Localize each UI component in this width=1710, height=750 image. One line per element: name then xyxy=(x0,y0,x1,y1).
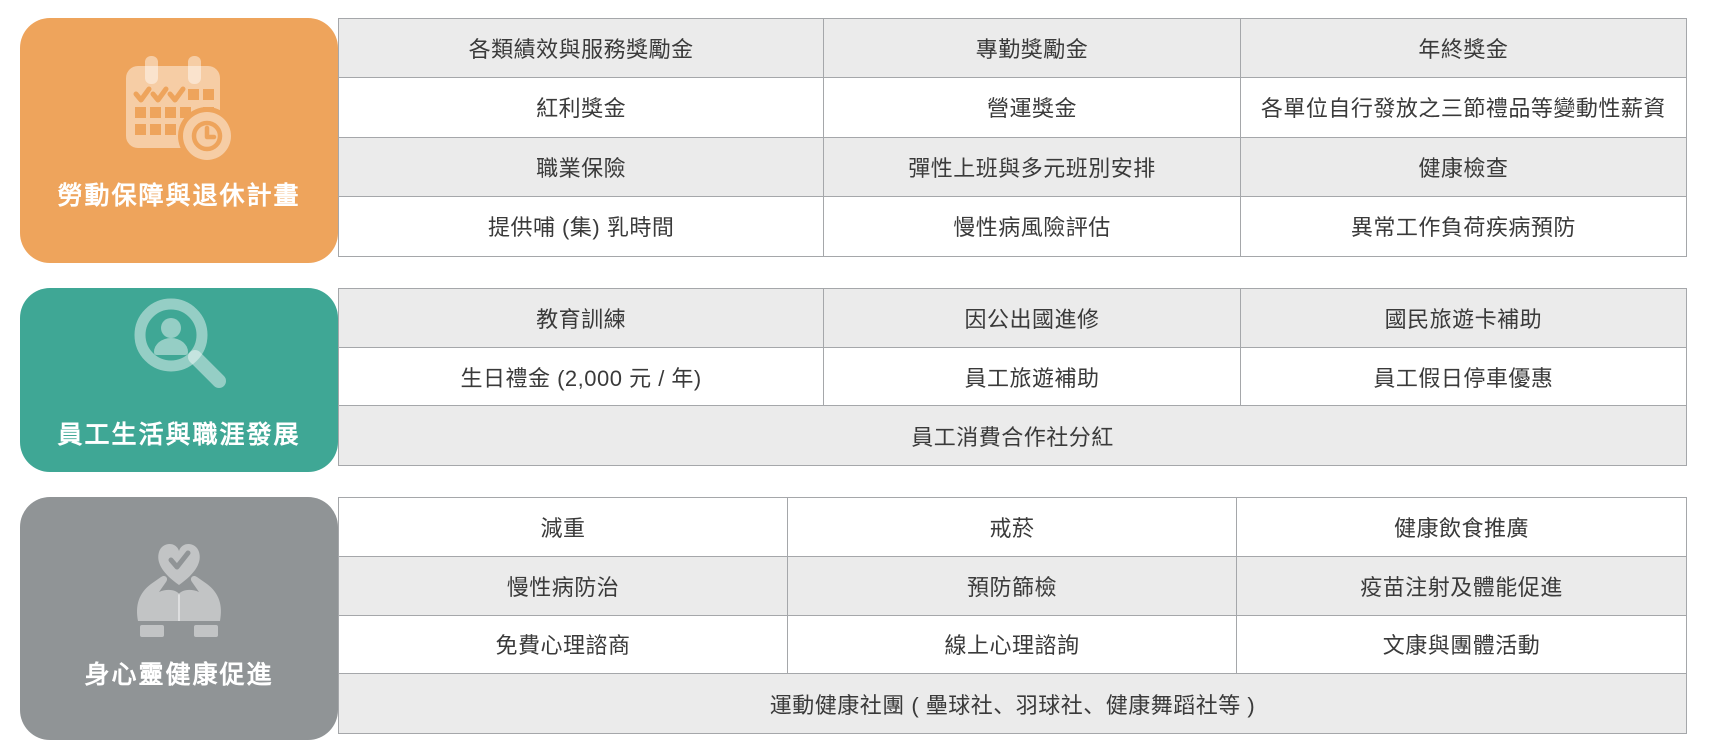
benefit-cell: 戒菸 xyxy=(788,498,1237,557)
benefit-row: 職業保險 彈性上班與多元班別安排 健康檢查 xyxy=(339,137,1686,197)
benefit-row: 免費心理諮商 線上心理諮詢 文康與團體活動 xyxy=(339,615,1686,675)
benefit-row: 減重 戒菸 健康飲食推廣 xyxy=(339,498,1686,557)
hands-heart-icon xyxy=(137,543,221,637)
benefit-cell: 紅利獎金 xyxy=(339,78,825,138)
benefit-cell: 預防篩檢 xyxy=(788,556,1237,616)
section-title: 勞動保障與退休計畫 xyxy=(57,181,301,210)
benefit-cell: 因公出國進修 xyxy=(824,289,1241,348)
benefit-row: 生日禮金 (2,000 元 / 年) 員工旅遊補助 員工假日停車優惠 xyxy=(339,347,1686,407)
benefit-cell: 員工旅遊補助 xyxy=(824,347,1241,407)
health-benefits-table: 減重 戒菸 健康飲食推廣 慢性病防治 預防篩檢 疫苗注射及體能促進 免費心理諮商 線上心理諮詢… xyxy=(338,497,1687,734)
benefit-cell: 各類績效與服務獎勵金 xyxy=(339,19,825,79)
benefit-row: 紅利獎金 營運獎金 各單位自行發放之三節禮品等變動性薪資 xyxy=(339,78,1686,138)
labor-benefits-table: 各類績效與服務獎勵金 專勤獎勵金 年終獎金 紅利獎金 營運獎金 各單位自行發放之三節禮品等… xyxy=(338,18,1687,257)
benefit-cell: 健康檢查 xyxy=(1240,137,1686,197)
benefit-row: 運動健康社團 ( 壘球社、羽球社、健康舞蹈社等 ) xyxy=(339,674,1686,733)
section-title: 員工生活與職涯發展 xyxy=(57,421,301,449)
benefit-cell: 員工假日停車優惠 xyxy=(1240,347,1686,407)
benefit-cell: 職業保險 xyxy=(339,137,825,197)
labor-block: 勞動保障與退休計畫 xyxy=(20,18,338,263)
benefit-cell: 國民旅遊卡補助 xyxy=(1240,289,1686,348)
benefit-cell: 健康飲食推廣 xyxy=(1237,498,1686,557)
life-block: 員工生活與職涯發展 xyxy=(20,288,338,472)
benefit-cell: 線上心理諮詢 xyxy=(788,615,1237,675)
benefit-cell: 運動健康社團 ( 壘球社、羽球社、健康舞蹈社等 ) xyxy=(339,674,1686,733)
benefit-cell: 教育訓練 xyxy=(339,289,825,348)
benefit-cell: 疫苗注射及體能促進 xyxy=(1237,556,1686,616)
section-employee-life: 教育訓練 因公出國進修 國民旅遊卡補助 生日禮金 (2,000 元 / 年) 員工旅遊補… xyxy=(0,288,1710,472)
benefit-cell: 各單位自行發放之三節禮品等變動性薪資 xyxy=(1240,78,1686,138)
benefit-row: 提供哺 (集) 乳時間 慢性病風險評估 異常工作負荷疾病預防 xyxy=(339,196,1686,256)
benefit-cell: 營運獎金 xyxy=(824,78,1241,138)
benefit-cell: 慢性病防治 xyxy=(339,556,788,616)
benefit-cell: 專勤獎勵金 xyxy=(824,19,1241,79)
benefit-row: 員工消費合作社分紅 xyxy=(339,406,1686,466)
benefit-cell: 減重 xyxy=(339,498,788,557)
benefit-cell: 文康與團體活動 xyxy=(1237,615,1686,675)
section-labor-protection: 各類績效與服務獎勵金 專勤獎勵金 年終獎金 紅利獎金 營運獎金 各單位自行發放之三節禮品等… xyxy=(0,18,1710,263)
benefit-cell: 彈性上班與多元班別安排 xyxy=(824,137,1241,197)
benefit-row: 慢性病防治 預防篩檢 疫苗注射及體能促進 xyxy=(339,556,1686,616)
benefit-cell: 免費心理諮商 xyxy=(339,615,788,675)
benefit-cell: 員工消費合作社分紅 xyxy=(339,406,1686,466)
health-block: 身心靈健康促進 xyxy=(20,497,338,740)
life-benefits-table: 教育訓練 因公出國進修 國民旅遊卡補助 生日禮金 (2,000 元 / 年) 員工旅遊補… xyxy=(338,288,1687,466)
benefit-cell: 提供哺 (集) 乳時間 xyxy=(339,196,825,256)
benefit-row: 教育訓練 因公出國進修 國民旅遊卡補助 xyxy=(339,289,1686,348)
person-search-icon xyxy=(134,298,226,388)
section-health-promotion: 減重 戒菸 健康飲食推廣 慢性病防治 預防篩檢 疫苗注射及體能促進 免費心理諮商 線上心理諮詢… xyxy=(0,497,1710,740)
benefit-cell: 異常工作負荷疾病預防 xyxy=(1240,196,1686,256)
benefit-row: 各類績效與服務獎勵金 專勤獎勵金 年終獎金 xyxy=(339,19,1686,79)
benefit-cell: 生日禮金 (2,000 元 / 年) xyxy=(339,347,825,407)
calendar-clock-icon xyxy=(126,55,236,160)
benefit-cell: 慢性病風險評估 xyxy=(824,196,1241,256)
section-title: 身心靈健康促進 xyxy=(84,660,274,689)
benefit-cell: 年終獎金 xyxy=(1240,19,1686,79)
